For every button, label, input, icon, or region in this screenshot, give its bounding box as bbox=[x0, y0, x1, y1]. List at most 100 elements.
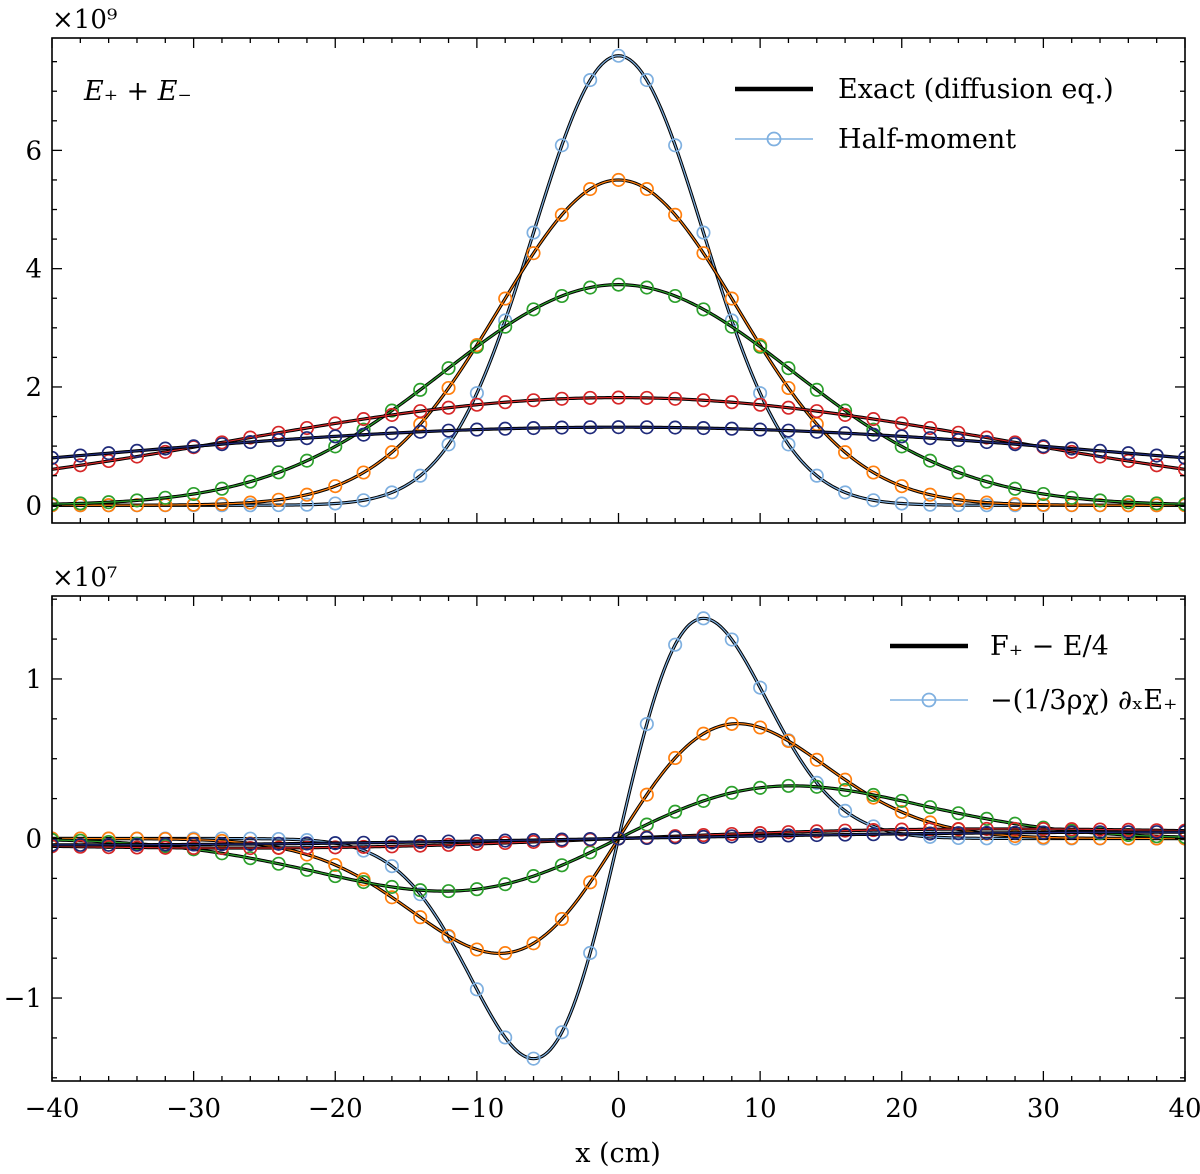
x-tick-label: −30 bbox=[166, 1094, 221, 1124]
top-series-t2-marker bbox=[1036, 497, 1051, 512]
bottom-series-t3-marker bbox=[696, 793, 711, 808]
top-series-t2-exact-line bbox=[52, 178, 1185, 507]
bottom-series-t5-marker bbox=[214, 837, 229, 852]
top-series-t2-marker bbox=[951, 492, 966, 507]
bottom-series-t5-marker bbox=[781, 828, 796, 843]
bottom-series-t2-marker bbox=[469, 942, 484, 957]
top-series-t3-marker bbox=[1007, 481, 1023, 496]
top-series-t4-marker bbox=[809, 404, 824, 419]
top-series-t2-marker bbox=[923, 487, 938, 502]
top-series-t4-marker bbox=[498, 395, 513, 410]
top-series-t3-marker bbox=[583, 280, 598, 295]
top-series-t2-marker bbox=[696, 246, 711, 261]
top-series-t3-marker bbox=[1149, 496, 1164, 511]
top-series-t2-marker bbox=[866, 465, 881, 480]
top-series-t1-marker bbox=[923, 497, 938, 512]
top-series-t5-marker bbox=[1036, 439, 1051, 454]
bottom-series-t4-marker bbox=[413, 838, 428, 853]
bottom-series-t2-marker bbox=[753, 720, 768, 735]
bottom-series-t4-marker bbox=[866, 823, 881, 838]
y-tick-label: 6 bbox=[25, 136, 42, 166]
top-multiplier-label: ×10⁹ bbox=[52, 5, 117, 35]
bottom-series-t3-marker bbox=[1177, 830, 1185, 845]
top-series-t5-marker bbox=[753, 422, 768, 437]
top-series-t1-marker bbox=[328, 496, 343, 511]
top-series-t4-marker bbox=[52, 462, 60, 477]
bottom-series-t3-marker bbox=[271, 856, 286, 871]
bottom-series-t5-marker bbox=[441, 834, 456, 849]
top-series-t5-halfmoment-line bbox=[52, 426, 1185, 459]
top-series-t5-marker bbox=[498, 421, 513, 436]
top-legend: Exact (diffusion eq.) Half-moment bbox=[735, 74, 1114, 155]
top-series-t5-marker bbox=[668, 420, 683, 435]
bottom-series-t3-marker bbox=[356, 874, 371, 890]
bottom-series-t3-marker bbox=[52, 832, 60, 847]
bottom-series-t3-marker bbox=[299, 862, 314, 877]
bottom-series-t5-marker bbox=[1007, 825, 1023, 840]
top-series-t3-marker bbox=[328, 439, 343, 454]
bottom-series-t2-marker bbox=[498, 946, 513, 961]
top-series-t5-marker bbox=[271, 432, 286, 448]
top-series-t4-marker bbox=[639, 390, 654, 405]
bottom-series-t5-marker bbox=[526, 833, 541, 848]
top-series-t3-marker bbox=[526, 302, 541, 317]
bottom-series-t1-marker bbox=[413, 887, 428, 902]
bottom-series-t2-marker bbox=[838, 772, 853, 787]
top-series-t4-marker bbox=[753, 397, 768, 412]
top-series-t5-marker bbox=[214, 437, 229, 452]
bottom-series-t5-marker bbox=[158, 837, 173, 852]
top-series-t5-marker bbox=[1064, 441, 1079, 456]
bottom-series-t3-marker bbox=[554, 858, 569, 873]
x-tick-label: −20 bbox=[308, 1094, 363, 1124]
top-series-t3-marker bbox=[186, 486, 201, 502]
top-series-t1-marker bbox=[299, 497, 314, 512]
top-series-t3-marker bbox=[271, 465, 286, 480]
bottom-series-t5-marker bbox=[498, 833, 513, 848]
top-series-t5-marker bbox=[781, 423, 796, 438]
top-series-t5-marker bbox=[1121, 446, 1136, 461]
top-series-t4-marker bbox=[554, 391, 569, 406]
x-tick-label: −10 bbox=[449, 1094, 504, 1124]
top-series-t2-marker bbox=[781, 380, 796, 396]
top-series-t5-marker bbox=[611, 420, 626, 435]
bottom-series-t5-marker bbox=[554, 832, 569, 847]
bottom-series-t1-marker bbox=[753, 680, 768, 695]
top-series-t2-marker bbox=[526, 246, 541, 261]
top-series-t2-marker bbox=[441, 380, 456, 396]
bottom-series-t5-marker bbox=[951, 826, 966, 841]
top-series-t2-marker bbox=[838, 445, 853, 460]
bottom-series-t1-marker bbox=[498, 1030, 513, 1045]
top-series-t5-marker bbox=[894, 429, 909, 444]
top-series-t5-marker bbox=[73, 448, 88, 463]
top-series-t5-marker bbox=[979, 434, 994, 450]
bottom-series-t3-marker bbox=[328, 869, 343, 884]
bottom-series-t5-marker bbox=[299, 836, 314, 851]
top-series-t1-marker bbox=[668, 138, 683, 153]
top-series-t3-marker bbox=[299, 453, 314, 468]
bottom-series-t4-marker bbox=[299, 840, 314, 855]
top-series-t3-marker bbox=[498, 319, 513, 334]
top-series-t2-marker bbox=[668, 207, 683, 222]
bottom-series-t4-marker bbox=[809, 824, 824, 839]
bottom-series-t3-marker bbox=[441, 884, 456, 899]
top-ticks: 0 2 4 6 bbox=[25, 38, 1186, 523]
top-series-t4-marker bbox=[101, 453, 116, 469]
top-series-t4-marker bbox=[1149, 458, 1164, 473]
top-series-t2-marker bbox=[214, 496, 229, 512]
bottom-series-t5-marker bbox=[894, 826, 909, 841]
top-series-t2-marker bbox=[299, 487, 314, 502]
top-series-t4-marker bbox=[299, 420, 314, 436]
bottom-series-t5-marker bbox=[469, 833, 484, 849]
top-series-t1-marker bbox=[838, 485, 853, 500]
top-series-t3-marker bbox=[923, 453, 938, 468]
bottom-series-t1-marker bbox=[526, 1051, 541, 1066]
top-series-t5-marker bbox=[441, 423, 456, 438]
bottom-series-t4-marker bbox=[384, 839, 399, 854]
top-series-t2 bbox=[52, 172, 1185, 513]
bottom-series-t2-marker bbox=[583, 875, 598, 890]
bottom-series-t5-marker bbox=[243, 836, 258, 852]
bottom-series-t5-marker bbox=[413, 834, 428, 850]
top-series-t3-marker bbox=[441, 361, 456, 376]
top-series-t4-marker bbox=[923, 420, 938, 436]
top-series-t3-marker bbox=[101, 495, 116, 510]
